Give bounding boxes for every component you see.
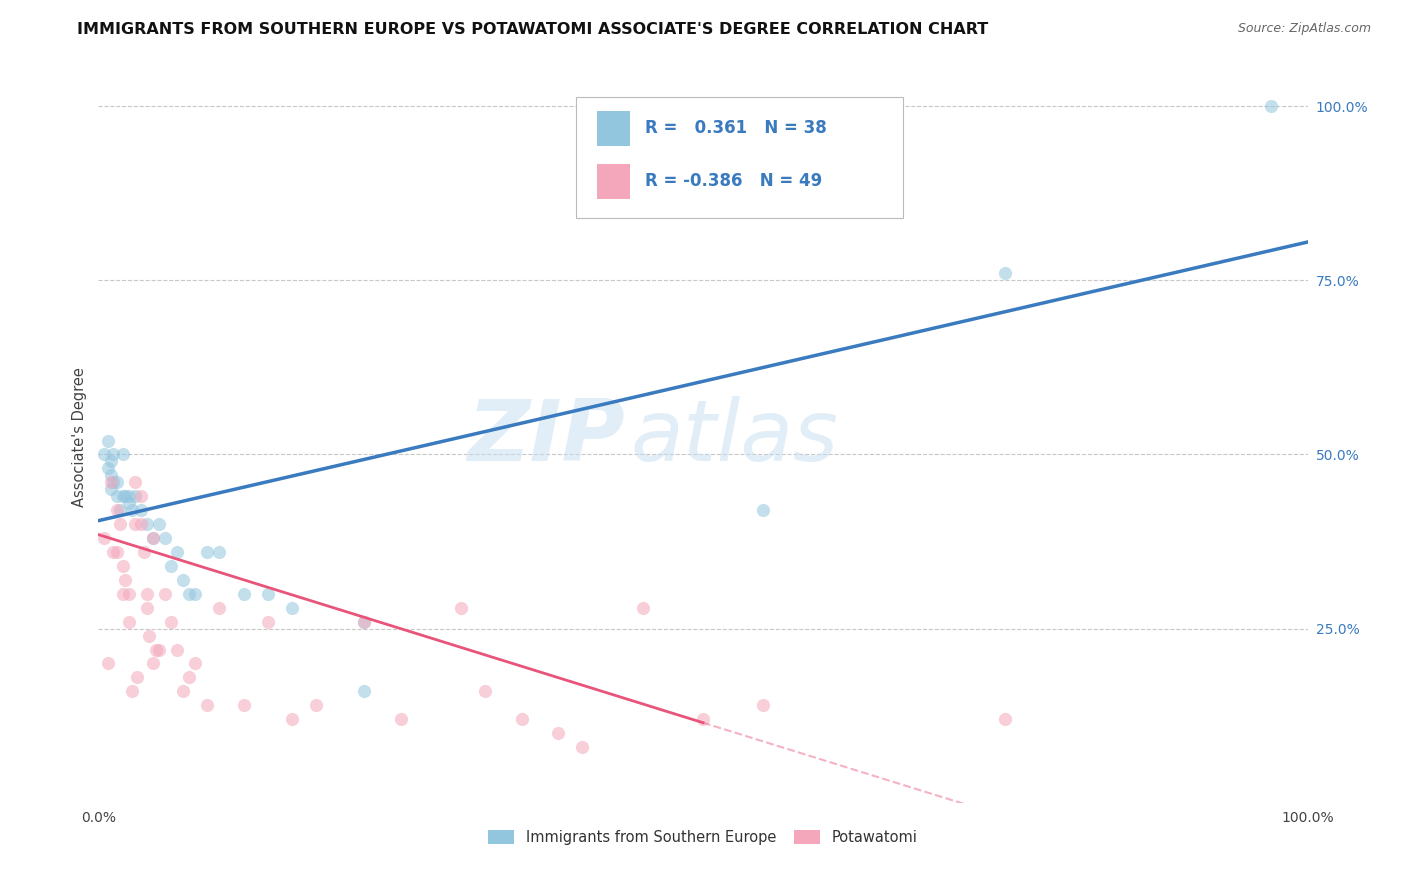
Point	[184, 587, 207, 601]
Text: R =   0.361   N = 38: R = 0.361 N = 38	[645, 120, 827, 137]
Point	[105, 475, 128, 490]
Point	[353, 615, 375, 629]
Point	[118, 615, 141, 629]
Point	[111, 448, 134, 462]
Point	[108, 517, 131, 532]
Text: Source: ZipAtlas.com: Source: ZipAtlas.com	[1237, 22, 1371, 36]
Text: atlas: atlas	[630, 395, 838, 479]
Point	[135, 600, 157, 615]
Bar	[596, 163, 630, 199]
Point	[111, 489, 134, 503]
Point	[129, 517, 152, 532]
Point	[256, 587, 278, 601]
Point	[389, 712, 412, 726]
Point	[97, 657, 120, 671]
Point	[450, 600, 472, 615]
Point	[121, 684, 143, 698]
Point	[118, 587, 141, 601]
Point	[195, 698, 218, 713]
Point	[281, 712, 304, 726]
Point	[208, 600, 231, 615]
Point	[135, 517, 157, 532]
Point	[114, 489, 136, 503]
Point	[124, 517, 146, 532]
Point	[752, 503, 775, 517]
FancyBboxPatch shape	[576, 97, 903, 218]
Point	[232, 587, 254, 601]
Text: R = -0.386   N = 49: R = -0.386 N = 49	[645, 172, 823, 190]
Point	[142, 657, 165, 671]
Point	[129, 503, 152, 517]
Point	[100, 454, 122, 468]
Point	[353, 684, 375, 698]
Point	[195, 545, 218, 559]
Point	[994, 712, 1017, 726]
Point	[160, 615, 183, 629]
Point	[108, 503, 131, 517]
Point	[208, 545, 231, 559]
Point	[142, 531, 165, 545]
Point	[752, 698, 775, 713]
Point	[179, 587, 201, 601]
Point	[100, 468, 122, 483]
Point	[118, 496, 141, 510]
Point	[179, 670, 201, 684]
Point	[631, 600, 654, 615]
Point	[510, 712, 533, 726]
Point	[281, 600, 304, 615]
Point	[101, 545, 124, 559]
Text: IMMIGRANTS FROM SOUTHERN EUROPE VS POTAWATOMI ASSOCIATE'S DEGREE CORRELATION CHA: IMMIGRANTS FROM SOUTHERN EUROPE VS POTAW…	[77, 22, 988, 37]
Point	[121, 503, 143, 517]
Point	[305, 698, 328, 713]
Point	[105, 545, 128, 559]
Point	[256, 615, 278, 629]
Point	[148, 642, 170, 657]
Point	[145, 642, 167, 657]
Point	[172, 573, 194, 587]
Y-axis label: Associate's Degree: Associate's Degree	[72, 368, 87, 507]
Point	[166, 545, 188, 559]
Point	[547, 726, 569, 740]
Point	[129, 489, 152, 503]
Point	[93, 448, 115, 462]
Point	[1260, 99, 1282, 113]
Point	[101, 448, 124, 462]
Bar	[596, 111, 630, 146]
Point	[994, 266, 1017, 280]
Point	[138, 629, 160, 643]
Point	[124, 475, 146, 490]
Point	[97, 461, 120, 475]
Point	[172, 684, 194, 698]
Point	[105, 489, 128, 503]
Point	[232, 698, 254, 713]
Point	[114, 573, 136, 587]
Point	[105, 503, 128, 517]
Point	[111, 558, 134, 573]
Point	[134, 545, 156, 559]
Point	[100, 475, 122, 490]
Legend: Immigrants from Southern Europe, Potawatomi: Immigrants from Southern Europe, Potawat…	[482, 823, 924, 850]
Point	[118, 489, 141, 503]
Point	[97, 434, 120, 448]
Point	[153, 531, 176, 545]
Point	[148, 517, 170, 532]
Point	[135, 587, 157, 601]
Point	[153, 587, 176, 601]
Point	[100, 483, 122, 497]
Point	[93, 531, 115, 545]
Point	[127, 670, 149, 684]
Point	[142, 531, 165, 545]
Point	[101, 475, 124, 490]
Point	[353, 615, 375, 629]
Point	[474, 684, 496, 698]
Point	[184, 657, 207, 671]
Point	[111, 587, 134, 601]
Point	[160, 558, 183, 573]
Point	[571, 740, 593, 755]
Point	[692, 712, 714, 726]
Point	[166, 642, 188, 657]
Point	[124, 489, 146, 503]
Text: ZIP: ZIP	[467, 395, 624, 479]
